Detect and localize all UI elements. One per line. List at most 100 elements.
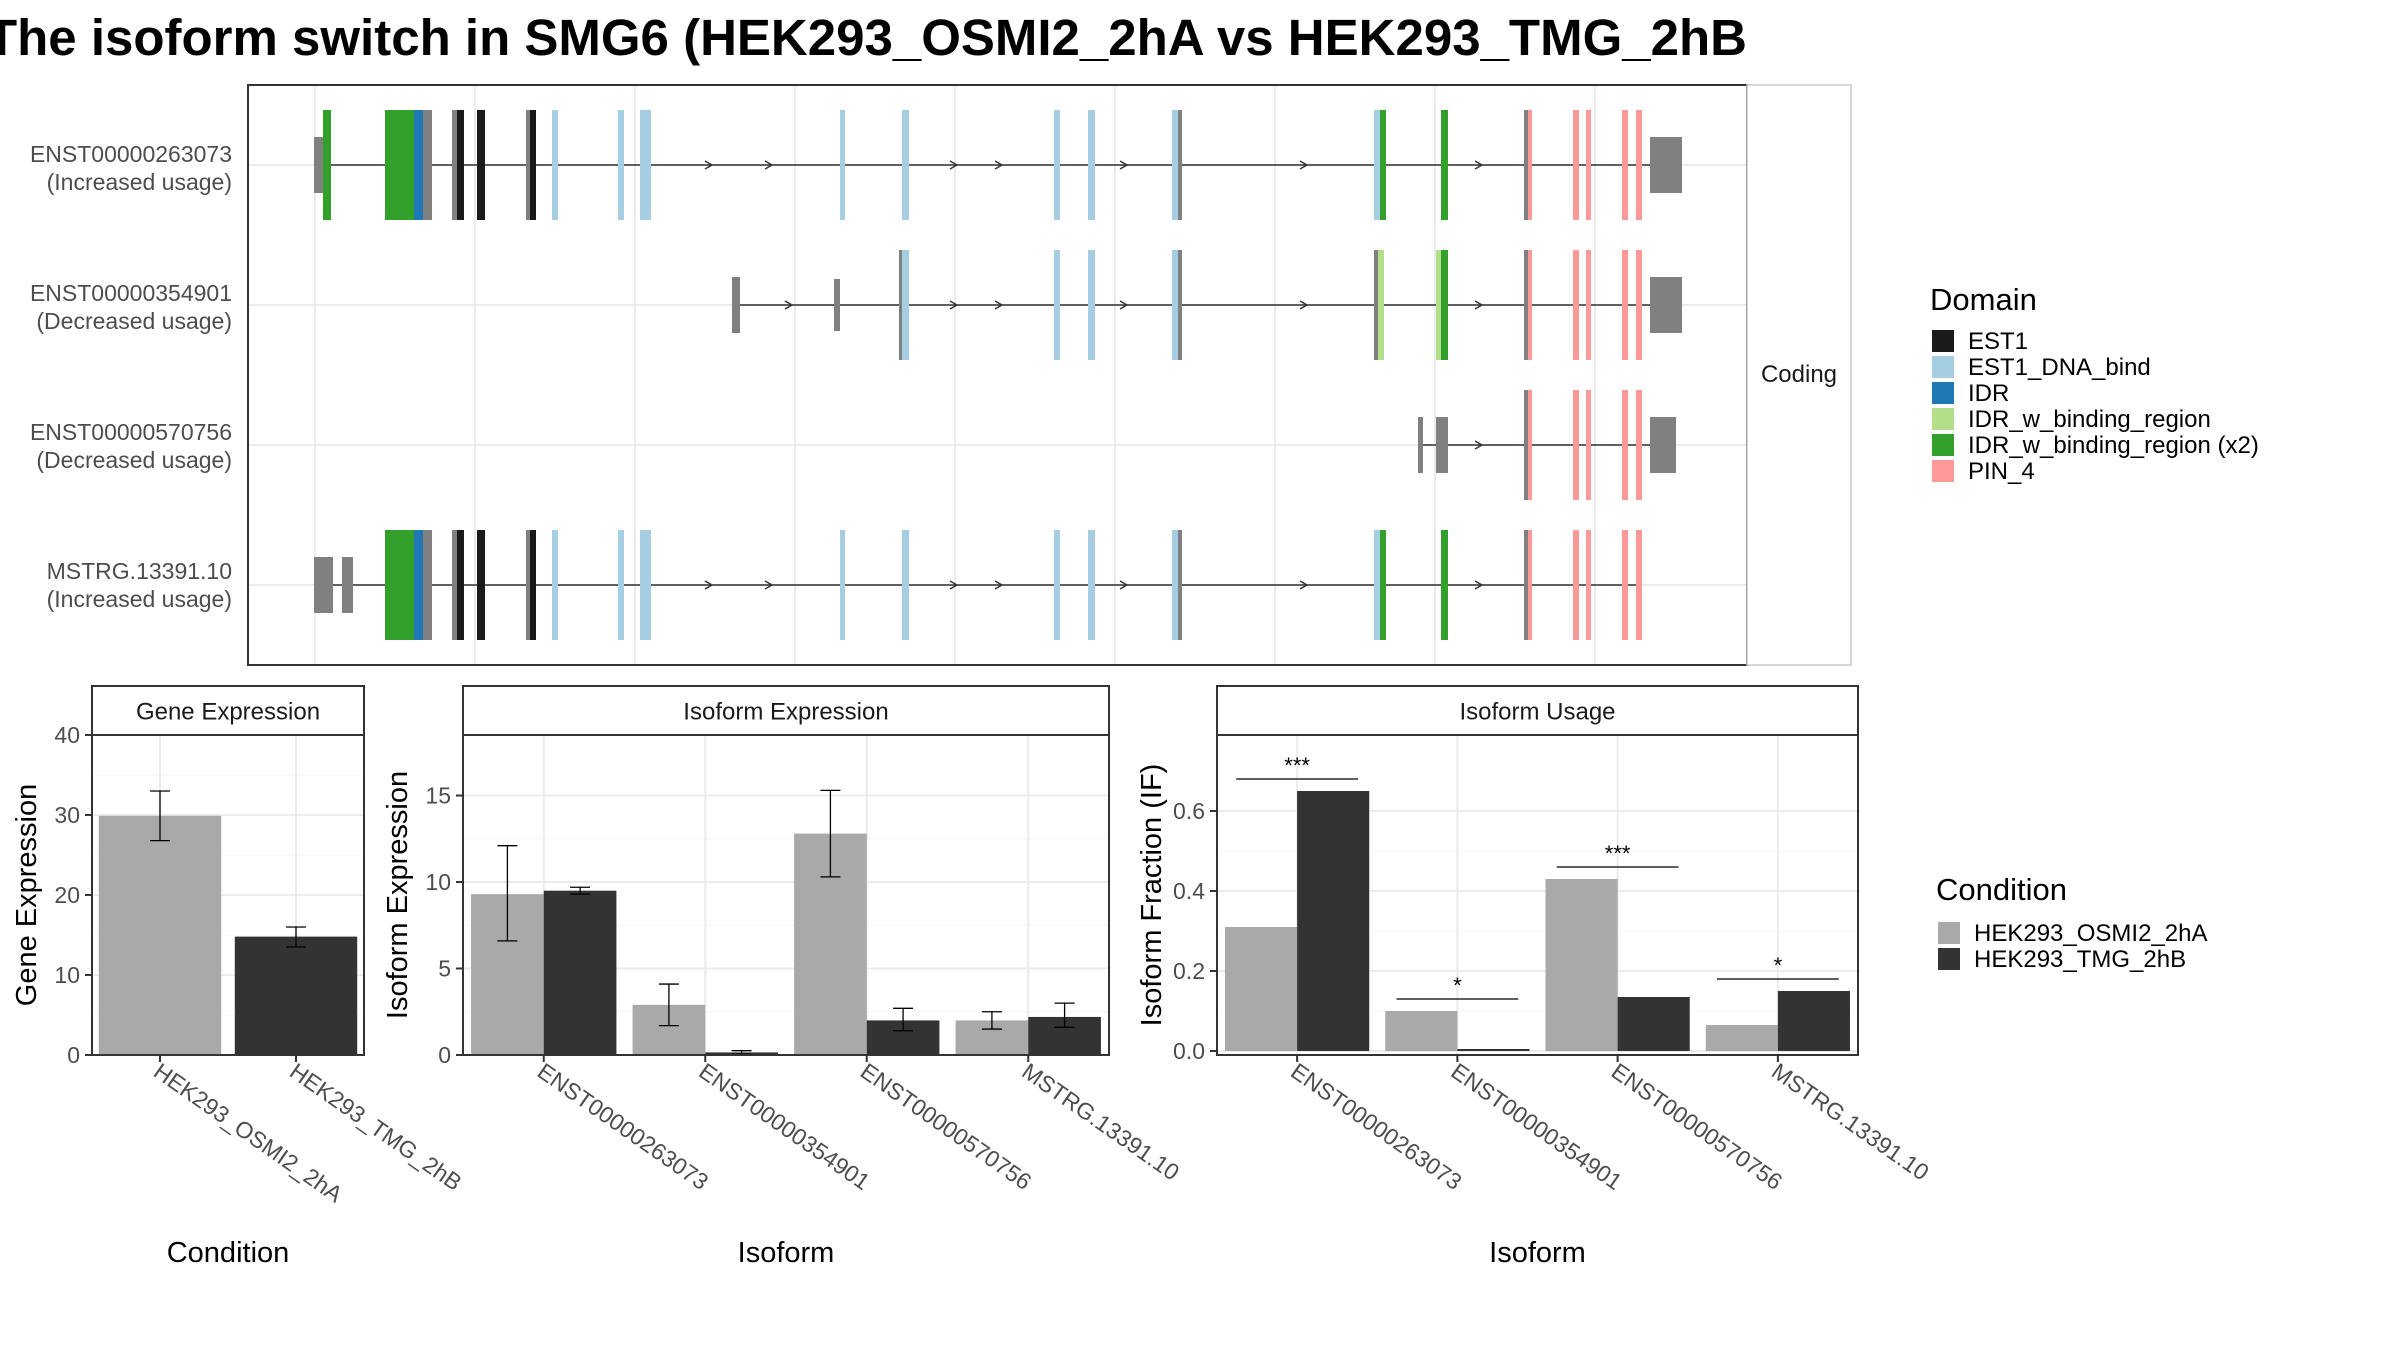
domain-block [1636, 530, 1642, 640]
x-tick-label: ENST00000354901 [694, 1058, 874, 1195]
transcript-structures [314, 110, 1682, 640]
bar [1777, 991, 1850, 1051]
domain-block [840, 110, 845, 220]
facet-strip-title: Isoform Expression [683, 699, 888, 726]
legend-key-osmi [1938, 922, 1960, 944]
x-tick-label: MSTRG.13391.10 [1767, 1058, 1934, 1186]
domain-block [1374, 530, 1380, 640]
condition-legend-title: Condition [1936, 872, 2067, 907]
strand-arrow [994, 160, 1004, 170]
transcript-label-2-id: ENST00000354901 [30, 280, 232, 306]
significance-label: *** [1605, 841, 1631, 866]
legend-key-idr-w-binding-region-x2 [1932, 434, 1954, 456]
y-tick-label: 20 [54, 882, 80, 908]
domain-legend-title: Domain [1930, 282, 2037, 317]
y-tick-label: 40 [54, 722, 80, 748]
x-tick-label: MSTRG.13391.10 [1017, 1058, 1184, 1186]
legend-label-osmi: HEK293_OSMI2_2hA [1974, 920, 2207, 947]
y-axis-label: Isoform Expression [382, 771, 414, 1019]
domain-block [477, 110, 485, 220]
transcript-label-1-id: ENST00000263073 [30, 141, 232, 167]
domain-block [1380, 530, 1386, 640]
domain-block [1573, 530, 1579, 640]
exon-block [452, 530, 457, 640]
x-axis-label: Condition [167, 1237, 290, 1269]
exon-block [1178, 530, 1182, 640]
x-tick-label: ENST00000570756 [856, 1058, 1036, 1195]
y-axis-label: Gene Expression [11, 784, 43, 1006]
exon-block [526, 110, 530, 220]
domain-block [1636, 390, 1642, 500]
domain-block [840, 530, 845, 640]
strand-arrow [1474, 160, 1484, 170]
strand-arrow [1119, 300, 1129, 310]
transcript-label-2-usage: (Decreased usage) [36, 308, 232, 334]
legend-label-est1: EST1 [1968, 328, 2028, 355]
domain-block [1088, 530, 1095, 640]
transcript-label-3-id: ENST00000570756 [30, 419, 232, 445]
bar [234, 936, 358, 1055]
strand-arrow [1119, 160, 1129, 170]
y-tick-label: 0 [67, 1042, 80, 1068]
y-tick-label: 0 [438, 1042, 451, 1068]
domain-block [457, 110, 464, 220]
y-tick-label: 0.2 [1173, 958, 1205, 984]
exon-block [1524, 250, 1528, 360]
domain-block [1528, 110, 1532, 220]
domain-block [1088, 250, 1095, 360]
domain-block [1374, 110, 1380, 220]
domain-block [1436, 250, 1441, 360]
domain-block [1528, 530, 1532, 640]
strand-arrow [1474, 580, 1484, 590]
x-axis-label: Isoform [738, 1237, 835, 1269]
exon-block [526, 530, 530, 640]
utr-block [342, 557, 353, 613]
significance-label: * [1774, 953, 1783, 978]
bar [1705, 1025, 1778, 1051]
domain-block [457, 530, 464, 640]
strand-arrow [1299, 160, 1309, 170]
strand-arrow [949, 300, 959, 310]
x-tick-label: ENST00000570756 [1607, 1058, 1787, 1195]
isoform-expression-chart: Isoform Expression 0 5 10 15 Isoform Expressi… [382, 685, 1184, 1269]
x-tick-label: ENST00000263073 [1286, 1058, 1466, 1195]
domain-legend: Domain EST1 EST1_DNA_bind IDR IDR_w_bind… [1930, 282, 2259, 485]
exon-block [1524, 110, 1528, 220]
y-tick-label: 0.0 [1173, 1038, 1205, 1064]
domain-block [1378, 250, 1384, 360]
domain-block [1636, 110, 1642, 220]
facet-strip [462, 685, 1110, 736]
facet-strip [91, 685, 365, 736]
legend-key-pin-4 [1932, 460, 1954, 482]
domain-block [530, 110, 536, 220]
transcript-track-3 [1418, 390, 1676, 500]
utr-block [1650, 417, 1676, 473]
strand-arrow [1474, 300, 1484, 310]
y-tick-label: 5 [438, 956, 451, 982]
domain-block [1622, 530, 1628, 640]
domain-block [1172, 250, 1178, 360]
domain-block [902, 530, 909, 640]
exon-block [423, 110, 432, 220]
domain-block [1172, 110, 1178, 220]
domain-block [902, 250, 909, 360]
bar [1457, 1049, 1530, 1051]
domain-block [1636, 250, 1642, 360]
domain-block [552, 530, 558, 640]
strand-arrow [949, 160, 959, 170]
utr-block [1436, 417, 1448, 473]
domain-block [385, 110, 414, 220]
strip-coding-label: Coding [1761, 361, 1837, 388]
strand-arrow [764, 580, 774, 590]
legend-key-tmg [1938, 948, 1960, 970]
domain-block [1573, 110, 1579, 220]
domain-block [1573, 390, 1579, 500]
utr-block [732, 277, 740, 333]
strand-arrow [1299, 300, 1309, 310]
y-tick-label: 0.4 [1173, 878, 1205, 904]
strand-arrow [1119, 580, 1129, 590]
domain-block [1088, 110, 1095, 220]
bar [1297, 791, 1370, 1051]
domain-block [1586, 530, 1591, 640]
